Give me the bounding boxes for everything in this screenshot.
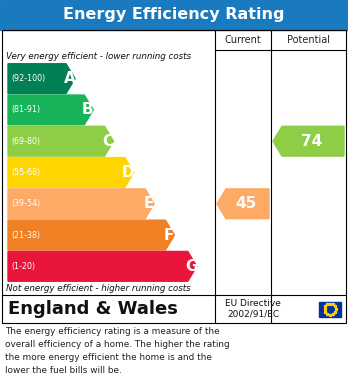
Bar [0, 0, 348, 30]
Text: EU Directive
2002/91/EC: EU Directive 2002/91/EC [225, 299, 281, 319]
Polygon shape [8, 220, 174, 250]
Text: (69-80): (69-80) [11, 137, 40, 146]
Text: England & Wales: England & Wales [8, 300, 178, 318]
Text: (55-68): (55-68) [11, 168, 40, 177]
Polygon shape [8, 158, 134, 187]
Text: C: C [103, 134, 114, 149]
Polygon shape [273, 126, 344, 156]
Bar [0, 323, 348, 391]
Text: 45: 45 [235, 196, 256, 211]
Polygon shape [217, 189, 269, 219]
Text: F: F [164, 228, 174, 242]
Bar [2, 30, 346, 323]
Text: 74: 74 [301, 134, 322, 149]
Text: (39-54): (39-54) [11, 199, 40, 208]
Polygon shape [8, 126, 113, 156]
Text: (21-38): (21-38) [11, 231, 40, 240]
Text: B: B [82, 102, 94, 117]
Bar [319, 301, 341, 316]
Polygon shape [8, 251, 197, 281]
Text: (92-100): (92-100) [11, 74, 45, 83]
Text: The energy efficiency rating is a measure of the
overall efficiency of a home. T: The energy efficiency rating is a measur… [5, 327, 230, 375]
Text: (81-91): (81-91) [11, 106, 40, 115]
Polygon shape [8, 95, 93, 125]
Text: A: A [64, 71, 76, 86]
Polygon shape [8, 64, 75, 93]
Text: Energy Efficiency Rating: Energy Efficiency Rating [63, 7, 285, 23]
Text: Potential: Potential [287, 35, 330, 45]
Text: E: E [143, 196, 154, 211]
Text: D: D [122, 165, 135, 180]
Text: Not energy efficient - higher running costs: Not energy efficient - higher running co… [6, 284, 191, 293]
Text: Very energy efficient - lower running costs: Very energy efficient - lower running co… [6, 52, 191, 61]
Text: Current: Current [224, 35, 261, 45]
Polygon shape [8, 189, 154, 219]
Text: (1-20): (1-20) [11, 262, 35, 271]
Text: G: G [185, 259, 198, 274]
